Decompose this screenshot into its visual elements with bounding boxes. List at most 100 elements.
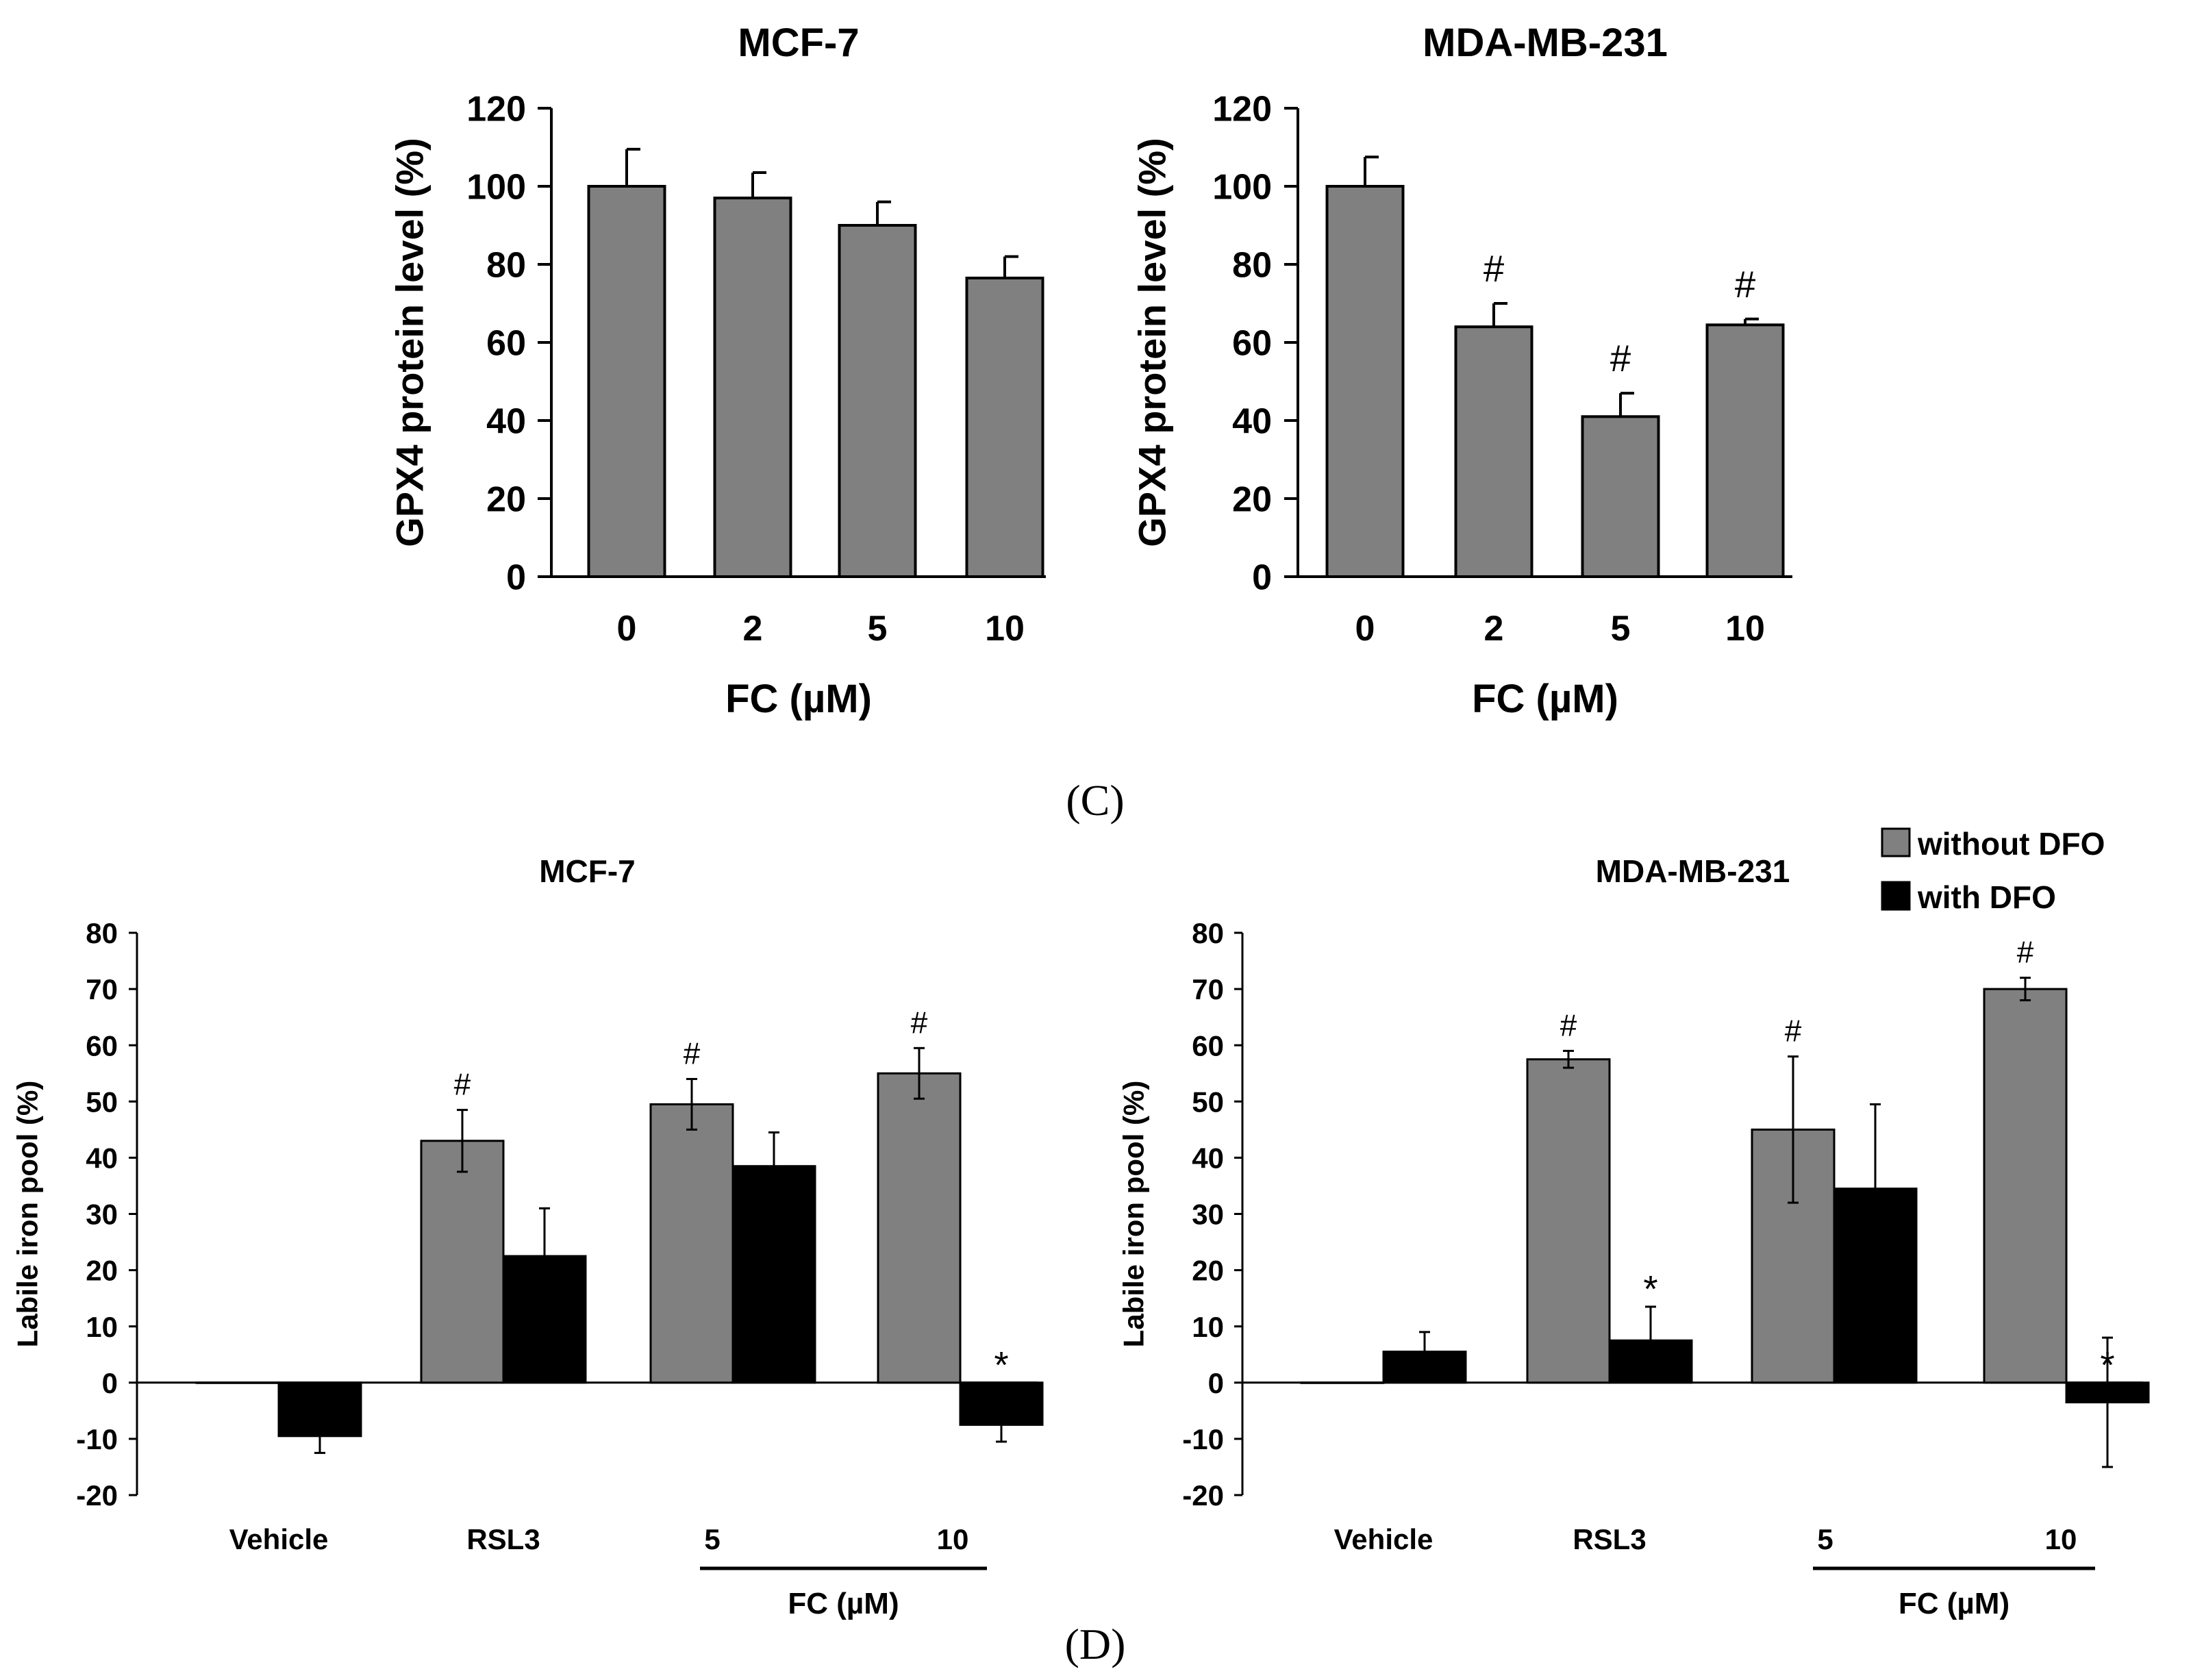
x-tick-label: 10 bbox=[985, 609, 1025, 649]
y-tick-label: -10 bbox=[76, 1423, 118, 1455]
legend-swatch-with-dfo bbox=[1881, 881, 1911, 911]
y-tick-label: 0 bbox=[506, 558, 526, 598]
y-tick-label: 40 bbox=[1232, 402, 1272, 442]
y-tick-label: 40 bbox=[1192, 1142, 1224, 1175]
bar-with-dfo bbox=[277, 1381, 362, 1438]
y-tick-label: 50 bbox=[1192, 1086, 1224, 1118]
significance-mark: * bbox=[994, 1344, 1008, 1386]
y-tick-label: -10 bbox=[1182, 1423, 1224, 1455]
y-tick-label: 70 bbox=[86, 973, 118, 1005]
y-tick-label: 20 bbox=[1192, 1255, 1224, 1287]
x-tick-label: 5 bbox=[1611, 609, 1631, 649]
y-tick-label: 80 bbox=[1192, 917, 1224, 949]
y-tick-label: 30 bbox=[86, 1199, 118, 1231]
y-axis-label: GPX4 protein level (%) bbox=[1131, 138, 1174, 547]
x-axis-label: FC (µM) bbox=[1899, 1587, 2010, 1620]
y-tick-label: 60 bbox=[1192, 1029, 1224, 1062]
y-tick-label: 60 bbox=[486, 324, 526, 364]
y-tick-label: -20 bbox=[76, 1479, 118, 1512]
significance-mark: # bbox=[1610, 338, 1631, 379]
significance-mark: * bbox=[1643, 1268, 1657, 1310]
legend-swatch-without-dfo bbox=[1881, 827, 1911, 857]
bar-with-dfo bbox=[731, 1165, 816, 1384]
chart-title: MCF-7 bbox=[738, 21, 859, 65]
x-axis-label: FC (µM) bbox=[1472, 677, 1618, 721]
bar-without-dfo bbox=[965, 276, 1044, 578]
significance-mark: * bbox=[2100, 1344, 2114, 1386]
legend-label: without DFO bbox=[1917, 826, 2105, 862]
chart-title: MCF-7 bbox=[539, 853, 636, 889]
y-tick-label: 120 bbox=[466, 90, 526, 129]
bar-without-dfo bbox=[420, 1140, 505, 1384]
y-tick-label: 20 bbox=[86, 1255, 118, 1287]
x-tick-label: Vehicle bbox=[229, 1523, 329, 1555]
y-tick-label: 20 bbox=[486, 480, 526, 520]
bar-without-dfo bbox=[649, 1103, 734, 1384]
chart-d-mdamb231: MDA-MB-231 -20 -10 0 10 20 30 40 50 60 70 80 Labile … bbox=[1118, 826, 2150, 1620]
bar-without-dfo bbox=[1454, 325, 1533, 578]
significance-mark: # bbox=[2017, 936, 2034, 970]
bar-without-dfo bbox=[1526, 1058, 1611, 1384]
significance-mark: # bbox=[1735, 264, 1756, 305]
x-tick-label: RSL3 bbox=[466, 1523, 540, 1555]
y-tick-label: 0 bbox=[102, 1367, 118, 1399]
legend-label: with DFO bbox=[1917, 879, 2056, 915]
y-tick-label: 50 bbox=[86, 1086, 118, 1118]
x-tick-label: 2 bbox=[743, 609, 763, 649]
x-tick-label: 0 bbox=[1355, 609, 1375, 649]
y-tick-label: 80 bbox=[86, 917, 118, 949]
significance-mark: # bbox=[684, 1037, 701, 1070]
y-tick-label: 60 bbox=[86, 1029, 118, 1062]
significance-mark: # bbox=[1483, 248, 1505, 290]
y-tick-label: 30 bbox=[1192, 1199, 1224, 1231]
bar-without-dfo bbox=[1983, 988, 2068, 1384]
panel-label-d: (D) bbox=[1065, 1620, 1126, 1668]
y-axis-label: Labile iron pool (%) bbox=[1118, 1081, 1150, 1348]
y-tick-label: 40 bbox=[486, 402, 526, 442]
bar-without-dfo bbox=[877, 1072, 962, 1384]
y-tick-label: 60 bbox=[1232, 324, 1272, 364]
bar-without-dfo bbox=[1581, 415, 1660, 578]
y-axis-label: Labile iron pool (%) bbox=[12, 1081, 44, 1348]
x-axis-label: FC (µM) bbox=[788, 1587, 899, 1620]
y-tick-label: 80 bbox=[1232, 246, 1272, 286]
x-tick-label: 2 bbox=[1484, 609, 1504, 649]
x-tick-label: 5 bbox=[868, 609, 888, 649]
y-tick-label: 40 bbox=[86, 1142, 118, 1175]
y-tick-label: 100 bbox=[1212, 168, 1272, 208]
y-tick-label: 0 bbox=[1252, 558, 1272, 598]
significance-mark: # bbox=[1785, 1015, 1802, 1049]
significance-mark: # bbox=[454, 1068, 471, 1102]
y-tick-label: -20 bbox=[1182, 1479, 1224, 1512]
x-tick-label: 5 bbox=[704, 1523, 720, 1555]
y-tick-label: 100 bbox=[466, 168, 526, 208]
bar-without-dfo bbox=[587, 185, 666, 578]
y-tick-label: 80 bbox=[486, 246, 526, 286]
bar-without-dfo bbox=[838, 224, 917, 578]
x-tick-label: RSL3 bbox=[1573, 1523, 1646, 1555]
chart-title: MDA-MB-231 bbox=[1596, 853, 1790, 889]
y-axis-label: GPX4 protein level (%) bbox=[388, 138, 431, 547]
x-tick-label: 0 bbox=[617, 609, 637, 649]
bar-without-dfo bbox=[1325, 185, 1405, 578]
significance-mark: # bbox=[911, 1006, 928, 1040]
bar-without-dfo bbox=[1705, 323, 1785, 578]
y-tick-label: 120 bbox=[1212, 90, 1272, 129]
y-tick-label: 10 bbox=[1192, 1311, 1224, 1343]
y-tick-label: 70 bbox=[1192, 973, 1224, 1005]
x-tick-label: 10 bbox=[2045, 1523, 2077, 1555]
x-tick-label: Vehicle bbox=[1334, 1523, 1433, 1555]
chart-d-mcf7: MCF-7 -20 -10 0 10 20 30 40 50 60 70 80 Labile iron … bbox=[12, 853, 1044, 1620]
panel-label-c: (C) bbox=[1066, 776, 1124, 825]
y-tick-label: 10 bbox=[86, 1311, 118, 1343]
chart-title: MDA-MB-231 bbox=[1423, 21, 1668, 65]
y-tick-label: 0 bbox=[1208, 1367, 1224, 1399]
x-tick-label: 10 bbox=[1725, 609, 1765, 649]
y-tick-label: 20 bbox=[1232, 480, 1272, 520]
x-tick-label: 5 bbox=[1817, 1523, 1833, 1555]
bar-without-dfo bbox=[713, 197, 792, 579]
significance-mark: # bbox=[1560, 1009, 1577, 1042]
